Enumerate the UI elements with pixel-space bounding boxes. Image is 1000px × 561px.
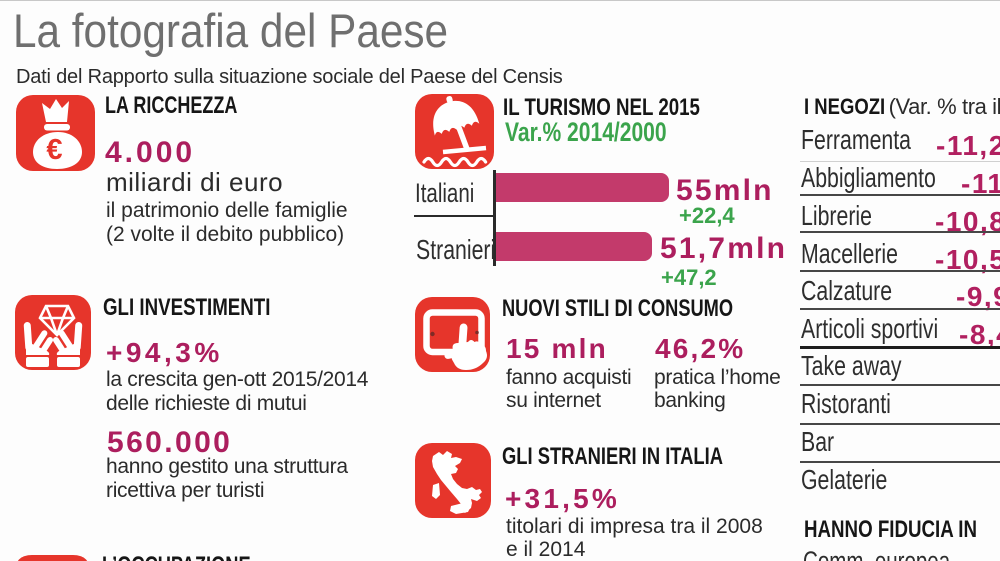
svg-text:€: €: [46, 134, 62, 166]
